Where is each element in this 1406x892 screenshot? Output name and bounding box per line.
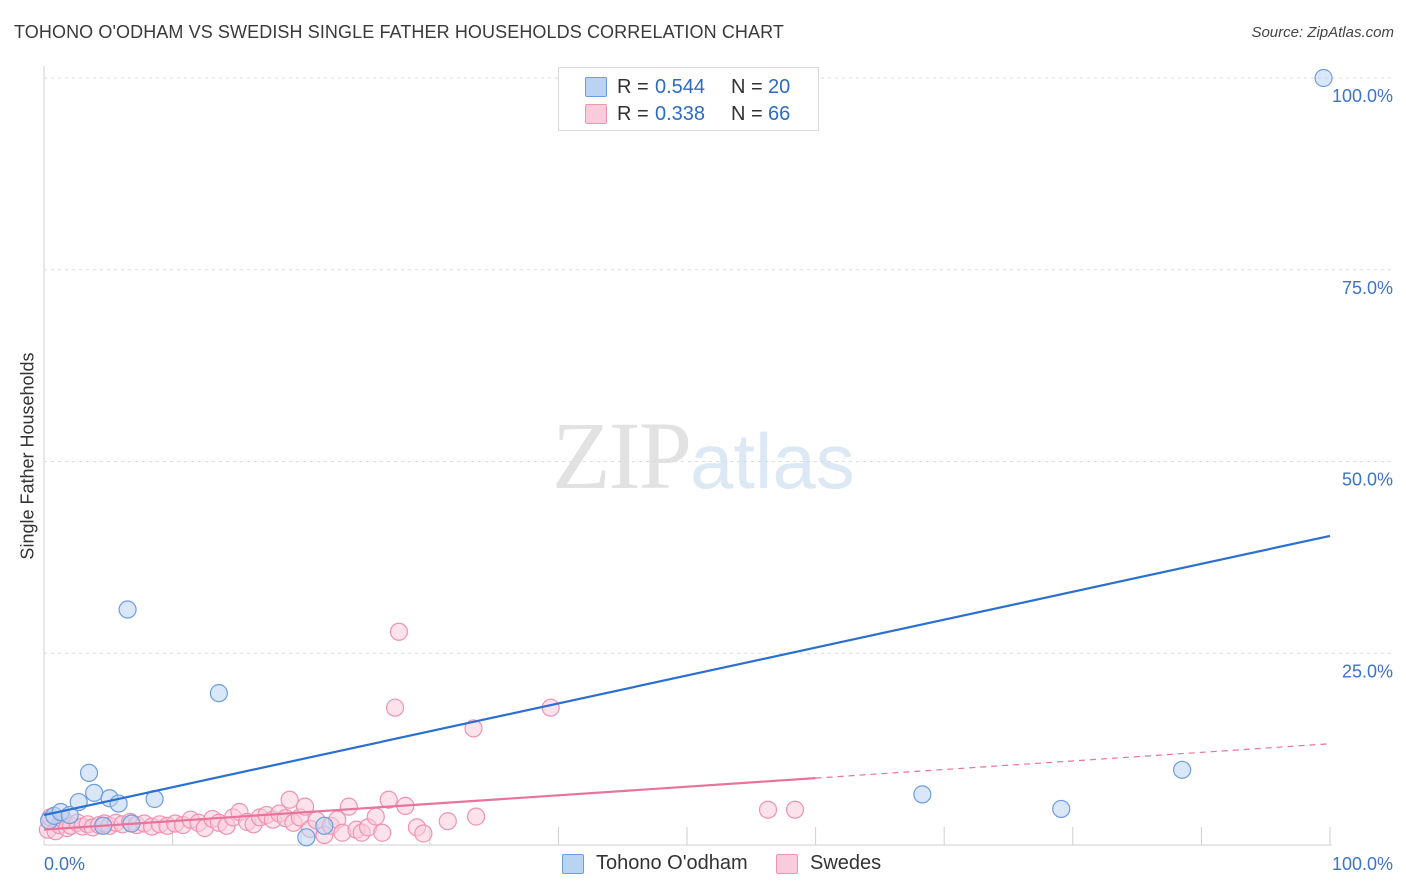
series-swatch-swedes: [776, 854, 798, 874]
legend-r-label: R =: [617, 75, 649, 98]
trend-line-tohono: [43, 534, 1331, 817]
point-swedes: [758, 800, 778, 819]
legend-r-value: 0.338: [655, 102, 706, 125]
legend-swatch-swedes: [585, 104, 607, 124]
y-tick-label: 100.0%: [1332, 86, 1393, 106]
x-tick-label: 0.0%: [44, 854, 85, 874]
point-swedes: [379, 790, 398, 809]
chart-title: TOHONO O'ODHAM VS SWEDISH SINGLE FATHER …: [14, 22, 785, 42]
point-swedes: [785, 800, 805, 819]
point-swedes: [466, 807, 486, 826]
point-tohono: [1173, 760, 1192, 779]
y-tick-label: 50.0%: [1342, 470, 1393, 490]
chart-source: Source: ZipAtlas.com: [1251, 24, 1394, 41]
point-swedes: [414, 824, 433, 843]
point-tohono: [913, 785, 932, 804]
point-swedes: [339, 797, 358, 816]
y-tick-label: 75.0%: [1342, 278, 1393, 298]
series-label-swedes: Swedes: [810, 852, 882, 874]
point-swedes: [464, 719, 483, 738]
point-swedes: [541, 698, 560, 717]
trend-line-swedes-dashed: [815, 743, 1331, 779]
point-swedes: [373, 823, 392, 842]
point-swedes: [438, 812, 457, 831]
point-tohono: [209, 684, 228, 703]
series-label-tohono: Tohono O'odham: [596, 852, 748, 874]
point-swedes: [366, 807, 385, 826]
point-tohono: [118, 600, 137, 619]
point-swedes: [389, 622, 409, 641]
legend-r-label: R =: [617, 102, 649, 125]
legend-n-label: N =: [731, 75, 763, 98]
trend-line-swedes: [43, 777, 816, 831]
point-tohono: [315, 816, 334, 835]
y-axis-label: Single Father Households: [17, 352, 38, 560]
point-swedes: [385, 698, 405, 717]
series-swatch-tohono: [562, 854, 584, 874]
point-tohono: [85, 783, 104, 802]
legend-n-value: 66: [768, 102, 791, 125]
point-tohono: [1314, 68, 1333, 88]
y-tick-label: 25.0%: [1342, 661, 1393, 681]
point-tohono: [79, 763, 99, 783]
point-tohono: [297, 828, 316, 847]
legend-r-value: 0.544: [655, 75, 706, 98]
legend-n-label: N =: [731, 102, 763, 125]
legend-n-value: 20: [768, 75, 791, 98]
point-tohono: [1052, 799, 1071, 819]
x-tick-label: 100.0%: [1332, 854, 1393, 874]
legend-swatch-tohono: [585, 77, 607, 97]
stats-legend: R = 0.544 N = 20 R = 0.338 N = 66: [558, 67, 819, 131]
point-swedes: [280, 790, 299, 809]
